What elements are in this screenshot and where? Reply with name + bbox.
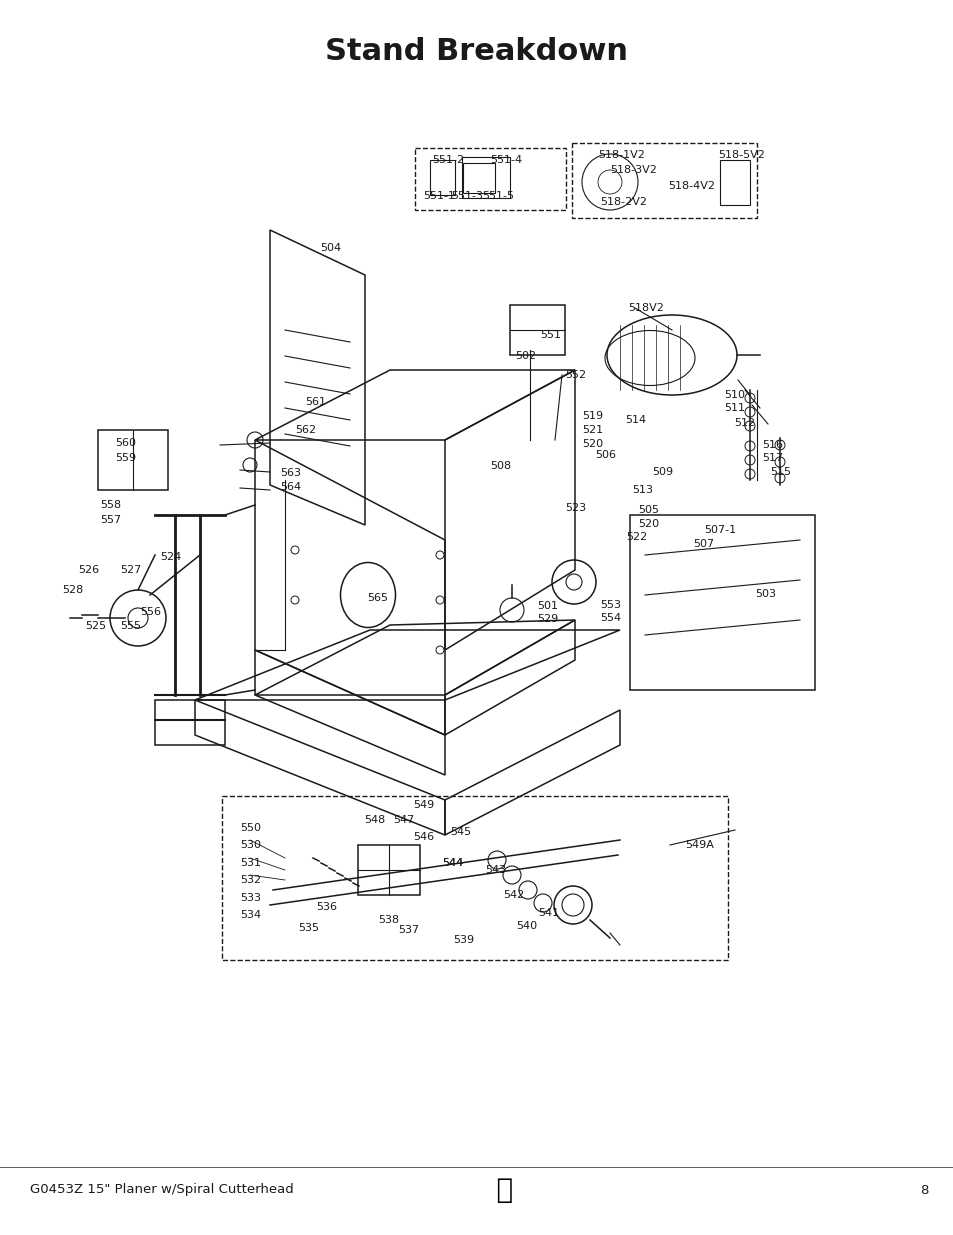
Text: 504: 504 (319, 243, 341, 253)
Text: 551-1: 551-1 (422, 191, 455, 201)
Text: 556: 556 (140, 606, 161, 618)
Text: 520: 520 (581, 438, 602, 450)
Text: 543: 543 (484, 864, 506, 876)
Text: 518-5V2: 518-5V2 (718, 149, 764, 161)
Bar (222, 797, 727, 960)
Text: 553: 553 (599, 600, 620, 610)
Text: 519: 519 (581, 411, 602, 421)
Text: 508: 508 (490, 461, 511, 471)
Text: 538: 538 (377, 915, 398, 925)
Text: 547: 547 (393, 815, 414, 825)
Text: 509: 509 (651, 467, 673, 477)
Text: 562: 562 (294, 425, 315, 435)
Text: 541: 541 (537, 908, 558, 918)
Text: 518V2: 518V2 (627, 303, 663, 312)
Text: 517: 517 (761, 453, 782, 463)
Text: 523: 523 (564, 503, 585, 513)
Text: 546: 546 (413, 832, 434, 842)
Text: 534: 534 (240, 910, 261, 920)
Text: 537: 537 (397, 925, 418, 935)
Text: 561: 561 (305, 396, 326, 408)
Text: 526: 526 (78, 564, 99, 576)
Text: G0453Z 15" Planer w/Spiral Cutterhead: G0453Z 15" Planer w/Spiral Cutterhead (30, 1183, 294, 1197)
Text: 548: 548 (364, 815, 385, 825)
Text: 554: 554 (599, 613, 620, 622)
Text: 540: 540 (516, 921, 537, 931)
Text: 558: 558 (100, 500, 121, 510)
Text: 506: 506 (595, 450, 616, 459)
Bar (572, 143, 757, 219)
Bar (415, 148, 565, 210)
Text: 507-1: 507-1 (703, 525, 736, 535)
Text: 555: 555 (120, 621, 141, 631)
Text: 545: 545 (450, 827, 471, 837)
Text: 🐻: 🐻 (440, 1176, 513, 1204)
Text: 516: 516 (761, 440, 782, 450)
Text: 557: 557 (100, 515, 121, 525)
Text: 536: 536 (315, 902, 336, 911)
Text: 539: 539 (453, 935, 474, 945)
Text: 565: 565 (367, 593, 388, 603)
Text: 530: 530 (240, 840, 261, 850)
Text: 505: 505 (638, 505, 659, 515)
Text: 542: 542 (502, 890, 524, 900)
Text: 501: 501 (537, 601, 558, 611)
Text: 549: 549 (413, 800, 434, 810)
Text: 514: 514 (624, 415, 645, 425)
Text: 518-3V2: 518-3V2 (609, 165, 657, 175)
Text: 550: 550 (240, 823, 261, 832)
Text: 544: 544 (441, 858, 463, 868)
Text: 507: 507 (692, 538, 714, 550)
Text: 552: 552 (564, 370, 585, 380)
Text: 502: 502 (515, 351, 536, 361)
Text: 527: 527 (120, 564, 141, 576)
Text: 551-2: 551-2 (432, 156, 464, 165)
Text: 524: 524 (160, 552, 181, 562)
Text: 551-3: 551-3 (451, 191, 482, 201)
Text: 544: 544 (441, 858, 463, 868)
Text: 521: 521 (581, 425, 602, 435)
Text: 551: 551 (539, 330, 560, 340)
Text: 532: 532 (240, 876, 261, 885)
Text: 518-1V2: 518-1V2 (598, 149, 644, 161)
Text: 531: 531 (240, 858, 261, 868)
Text: 8: 8 (920, 1183, 928, 1197)
Text: 515: 515 (769, 467, 790, 477)
Text: 563: 563 (280, 468, 301, 478)
Text: 564: 564 (280, 482, 301, 492)
Text: 559: 559 (115, 453, 136, 463)
Text: 503: 503 (754, 589, 775, 599)
Text: 533: 533 (240, 893, 261, 903)
Text: 522: 522 (625, 532, 646, 542)
Text: 525: 525 (85, 621, 106, 631)
Text: 520: 520 (638, 519, 659, 529)
Text: 551-5: 551-5 (481, 191, 514, 201)
Text: 528: 528 (62, 585, 83, 595)
Text: 518-2V2: 518-2V2 (599, 198, 646, 207)
Text: 551-4: 551-4 (490, 156, 521, 165)
Text: 513: 513 (631, 485, 652, 495)
Text: 535: 535 (297, 923, 318, 932)
Text: 510: 510 (723, 390, 744, 400)
Text: 549A: 549A (684, 840, 713, 850)
Text: 529: 529 (537, 614, 558, 624)
Text: 511: 511 (723, 403, 744, 412)
Text: 512: 512 (733, 417, 755, 429)
Text: Stand Breakdown: Stand Breakdown (325, 37, 628, 67)
Text: 560: 560 (115, 438, 136, 448)
Text: 518-4V2: 518-4V2 (667, 182, 714, 191)
